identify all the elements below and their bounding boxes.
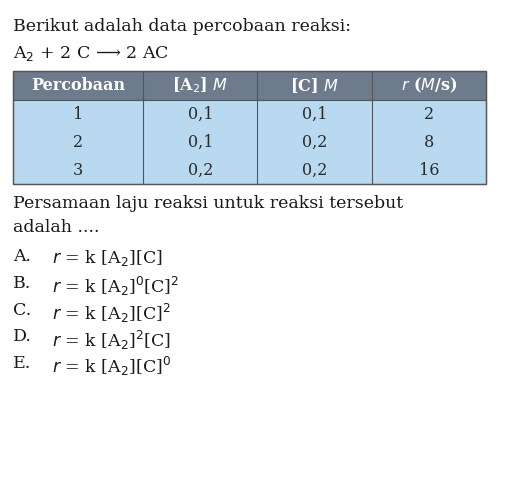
Text: 16: 16 [419, 162, 439, 179]
Text: $r$ = k [A$_2$][C]$^2$: $r$ = k [A$_2$][C]$^2$ [53, 302, 171, 325]
Text: $r$ = k [A$_2$][C]: $r$ = k [A$_2$][C] [53, 248, 163, 269]
Text: Persamaan laju reaksi untuk reaksi tersebut
adalah ....: Persamaan laju reaksi untuk reaksi terse… [13, 195, 403, 236]
Text: 1: 1 [73, 106, 83, 123]
Text: 3: 3 [73, 162, 83, 179]
Text: C.: C. [13, 302, 32, 319]
Text: Berikut adalah data percobaan reaksi:: Berikut adalah data percobaan reaksi: [13, 18, 352, 35]
Text: $r$ = k [A$_2$][C]$^0$: $r$ = k [A$_2$][C]$^0$ [53, 355, 172, 378]
Text: 2: 2 [424, 106, 434, 123]
Text: 0,2: 0,2 [188, 162, 213, 179]
Text: A.: A. [13, 248, 32, 265]
Text: D.: D. [13, 328, 32, 346]
Text: 0,1: 0,1 [188, 134, 213, 151]
Text: E.: E. [13, 355, 32, 372]
Text: 0,2: 0,2 [302, 134, 327, 151]
Text: Percobaan: Percobaan [31, 77, 125, 94]
Text: 0,1: 0,1 [188, 106, 213, 123]
Text: $r$ ($M$/s): $r$ ($M$/s) [401, 76, 458, 95]
Bar [13, 71, 486, 184]
Text: $r$ = k [A$_2$]$^2$[C]: $r$ = k [A$_2$]$^2$[C] [53, 328, 172, 352]
Bar [13, 71, 486, 100]
Text: [A$_2$] $M$: [A$_2$] $M$ [172, 76, 229, 96]
Text: A$_2$ + 2 C ⟶ 2 AC: A$_2$ + 2 C ⟶ 2 AC [13, 44, 169, 63]
Text: 0,2: 0,2 [302, 162, 327, 179]
Text: $r$ = k [A$_2$]$^0$[C]$^2$: $r$ = k [A$_2$]$^0$[C]$^2$ [53, 275, 180, 298]
Text: 2: 2 [73, 134, 83, 151]
Text: [C] $M$: [C] $M$ [291, 76, 339, 95]
Text: 8: 8 [424, 134, 434, 151]
Text: B.: B. [13, 275, 32, 292]
Text: 0,1: 0,1 [302, 106, 327, 123]
Bar [13, 100, 486, 184]
